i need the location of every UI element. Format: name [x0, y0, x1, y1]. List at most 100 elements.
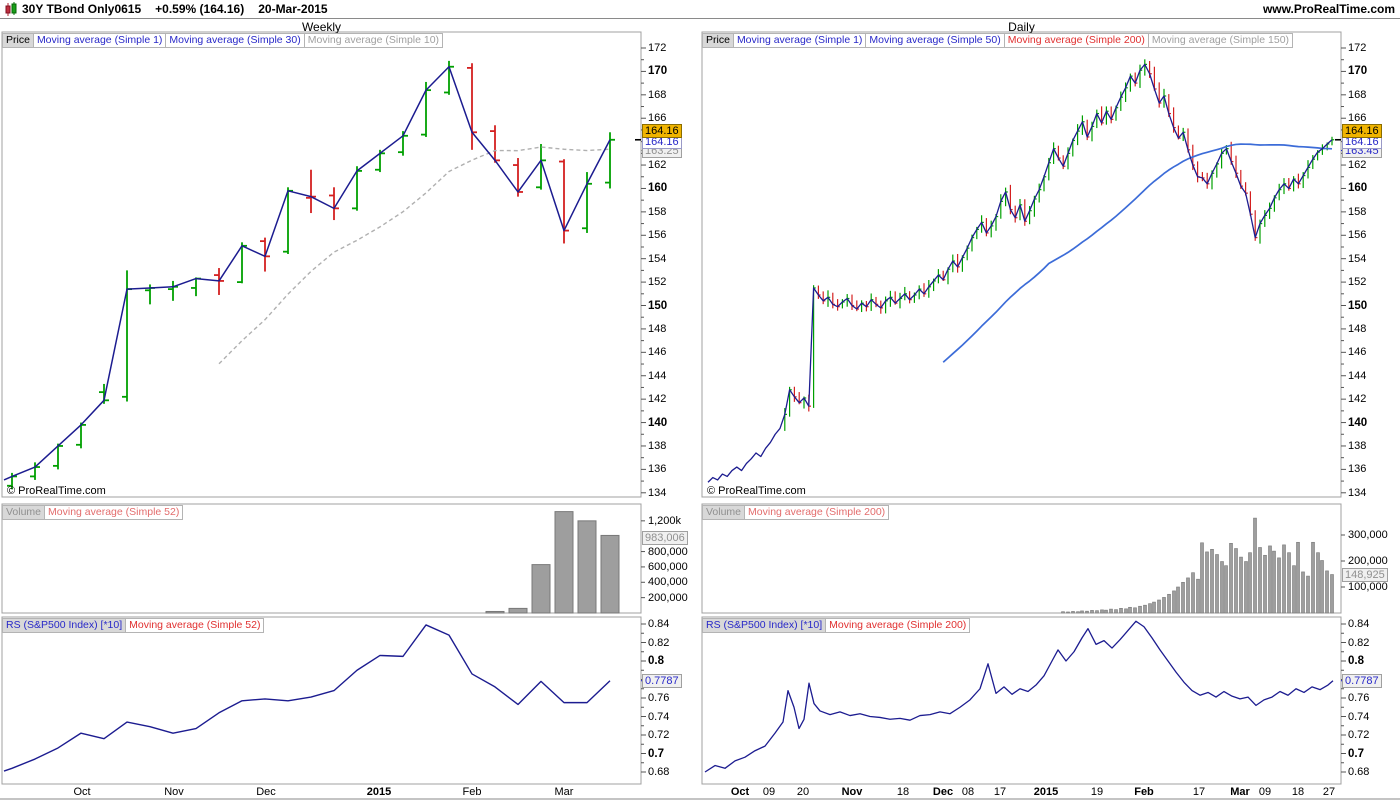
volume-value-badge: 983,006 — [642, 531, 688, 545]
daily-volume-plot[interactable] — [702, 504, 1341, 613]
weekly-rs-legend-item[interactable]: Moving average (Simple 52) — [125, 618, 265, 633]
weekly-rs-legend-item[interactable]: RS (S&P500 Index) [*10] — [2, 618, 127, 633]
daily-price-legend: Price Moving average (Simple 1) Moving ave… — [702, 33, 1294, 48]
price-axis-label: 162 — [1348, 159, 1367, 172]
rs-axis-label: 0.74 — [648, 710, 670, 723]
weekly-price-plot[interactable] — [2, 32, 641, 497]
daily-price-legend-item[interactable]: Moving average (Simple 50) — [865, 33, 1005, 48]
date-axis-label: Nov — [164, 786, 184, 798]
volume-axis-label: 200,000 — [1348, 555, 1388, 567]
daily-price-plot[interactable] — [702, 32, 1341, 497]
price-axis-label: 136 — [648, 463, 667, 476]
candlestick-icon — [5, 2, 17, 16]
weekly-volume-legend-item[interactable]: Volume — [2, 505, 46, 520]
instrument-change: +0.59% (164.16) — [155, 2, 245, 16]
price-axis-label: 172 — [1348, 42, 1367, 54]
date-axis-label: Dec — [256, 786, 276, 798]
weekly-price-legend-item[interactable]: Moving average (Simple 1) — [32, 33, 167, 48]
weekly-rs-legend: RS (S&P500 Index) [*10] Moving average (S… — [2, 618, 265, 633]
rs-axis-label: 0.72 — [648, 729, 670, 741]
rs-axis-label: 0.8 — [648, 655, 664, 667]
price-axis-label: 160 — [1348, 182, 1368, 195]
price-axis-label: 146 — [648, 346, 667, 359]
price-axis-label: 170 — [1348, 65, 1368, 78]
prorealtime-site-link[interactable]: www.ProRealTime.com — [1262, 2, 1395, 16]
volume-axis-label: 300,000 — [1348, 529, 1388, 541]
rs-axis-label: 0.68 — [648, 766, 670, 778]
rs-axis-label: 0.84 — [1348, 618, 1370, 630]
daily-price-legend-item[interactable]: Moving average (Simple 200) — [1003, 33, 1149, 48]
weekly-volume-legend: Volume Moving average (Simple 52) — [2, 505, 184, 520]
last-price-badge: 164.16 — [642, 124, 682, 138]
daily-rs-legend-item[interactable]: Moving average (Simple 200) — [825, 618, 971, 633]
rs-value-badge: 0.7787 — [642, 673, 682, 688]
daily-chart-title: Daily — [1008, 20, 1035, 34]
price-axis-label: 152 — [1348, 276, 1367, 289]
daily-volume-legend-item[interactable]: Volume — [702, 505, 746, 520]
rs-axis-label: 0.72 — [1348, 729, 1370, 741]
rs-axis-label: 0.68 — [1348, 766, 1370, 778]
daily-rs-legend-item[interactable]: RS (S&P500 Index) [*10] — [702, 618, 827, 633]
rs-axis-label: 0.82 — [648, 636, 670, 649]
date-axis-label: 27 — [1322, 786, 1336, 798]
weekly-copyright: © ProRealTime.com — [7, 485, 106, 497]
price-axis-label: 140 — [1348, 416, 1368, 429]
daily-price-legend-item[interactable]: Price — [702, 33, 734, 48]
date-axis-label: Oct — [73, 786, 91, 798]
price-axis-label: 168 — [648, 88, 667, 101]
daily-copyright: © ProRealTime.com — [707, 485, 806, 497]
weekly-price-legend-item[interactable]: Moving average (Simple 30) — [165, 33, 305, 48]
price-axis-label: 138 — [1348, 439, 1367, 452]
price-axis-label: 154 — [648, 252, 667, 265]
rs-axis-label: 0.7 — [1348, 747, 1364, 760]
price-axis-label: 144 — [648, 369, 667, 382]
date-axis-label: Nov — [841, 786, 863, 798]
date-axis-label: Dec — [932, 786, 954, 798]
price-axis-label: 170 — [648, 65, 668, 78]
price-axis-label: 142 — [1348, 393, 1367, 406]
price-axis-label: 146 — [1348, 346, 1367, 359]
date-axis-label: 17 — [993, 786, 1007, 798]
price-axis-label: 138 — [648, 439, 667, 452]
last-price-badge: 164.16 — [1342, 124, 1382, 138]
date-axis-label: 2015 — [1033, 786, 1059, 798]
date-axis-label: Feb — [1134, 786, 1154, 798]
price-axis-label: 134 — [1348, 486, 1367, 499]
price-axis-label: 136 — [1348, 463, 1367, 476]
weekly-volume-plot[interactable] — [2, 504, 641, 613]
volume-axis-label: 800,000 — [648, 545, 688, 558]
price-axis-label: 154 — [1348, 252, 1367, 265]
price-axis-label: 156 — [648, 229, 667, 242]
last-price-badge-ma1: 164.16 — [642, 135, 682, 149]
price-axis-label: 152 — [648, 276, 667, 289]
date-axis-label: 18 — [896, 786, 910, 798]
volume-axis-label: 100,000 — [1348, 581, 1388, 593]
weekly-price-legend-item[interactable]: Price — [2, 33, 34, 48]
weekly-rs-plot[interactable] — [2, 617, 641, 784]
weekly-volume-legend-item[interactable]: Moving average (Simple 52) — [44, 505, 184, 520]
daily-price-legend-item[interactable]: Moving average (Simple 150) — [1147, 33, 1294, 48]
daily-price-legend-item[interactable]: Moving average (Simple 1) — [732, 33, 867, 48]
weekly-price-legend-item[interactable]: Moving average (Simple 10) — [303, 33, 444, 48]
rs-axis-label: 0.76 — [648, 692, 670, 704]
price-axis-label: 158 — [648, 205, 667, 218]
volume-axis-label: 400,000 — [648, 576, 688, 589]
date-axis-label: 09 — [1258, 786, 1272, 798]
date-axis-label: 17 — [1192, 786, 1206, 798]
daily-rs-legend: RS (S&P500 Index) [*10] Moving average (S… — [702, 618, 971, 633]
date-axis-label: 09 — [762, 786, 776, 798]
date-axis-label: 19 — [1090, 786, 1104, 798]
daily-rs-plot[interactable] — [702, 617, 1341, 784]
rs-axis-label: 0.7 — [648, 747, 664, 760]
volume-axis-label: 600,000 — [648, 560, 688, 573]
price-axis-label: 166 — [648, 112, 667, 125]
volume-value-badge: 148,925 — [1342, 568, 1388, 582]
date-axis-label: 20 — [796, 786, 810, 798]
date-axis-label: 08 — [961, 786, 975, 798]
price-axis-label: 172 — [648, 42, 667, 54]
rs-axis-label: 0.84 — [648, 618, 670, 630]
daily-volume-legend-item[interactable]: Moving average (Simple 200) — [744, 505, 890, 520]
price-axis-label: 140 — [648, 416, 668, 429]
